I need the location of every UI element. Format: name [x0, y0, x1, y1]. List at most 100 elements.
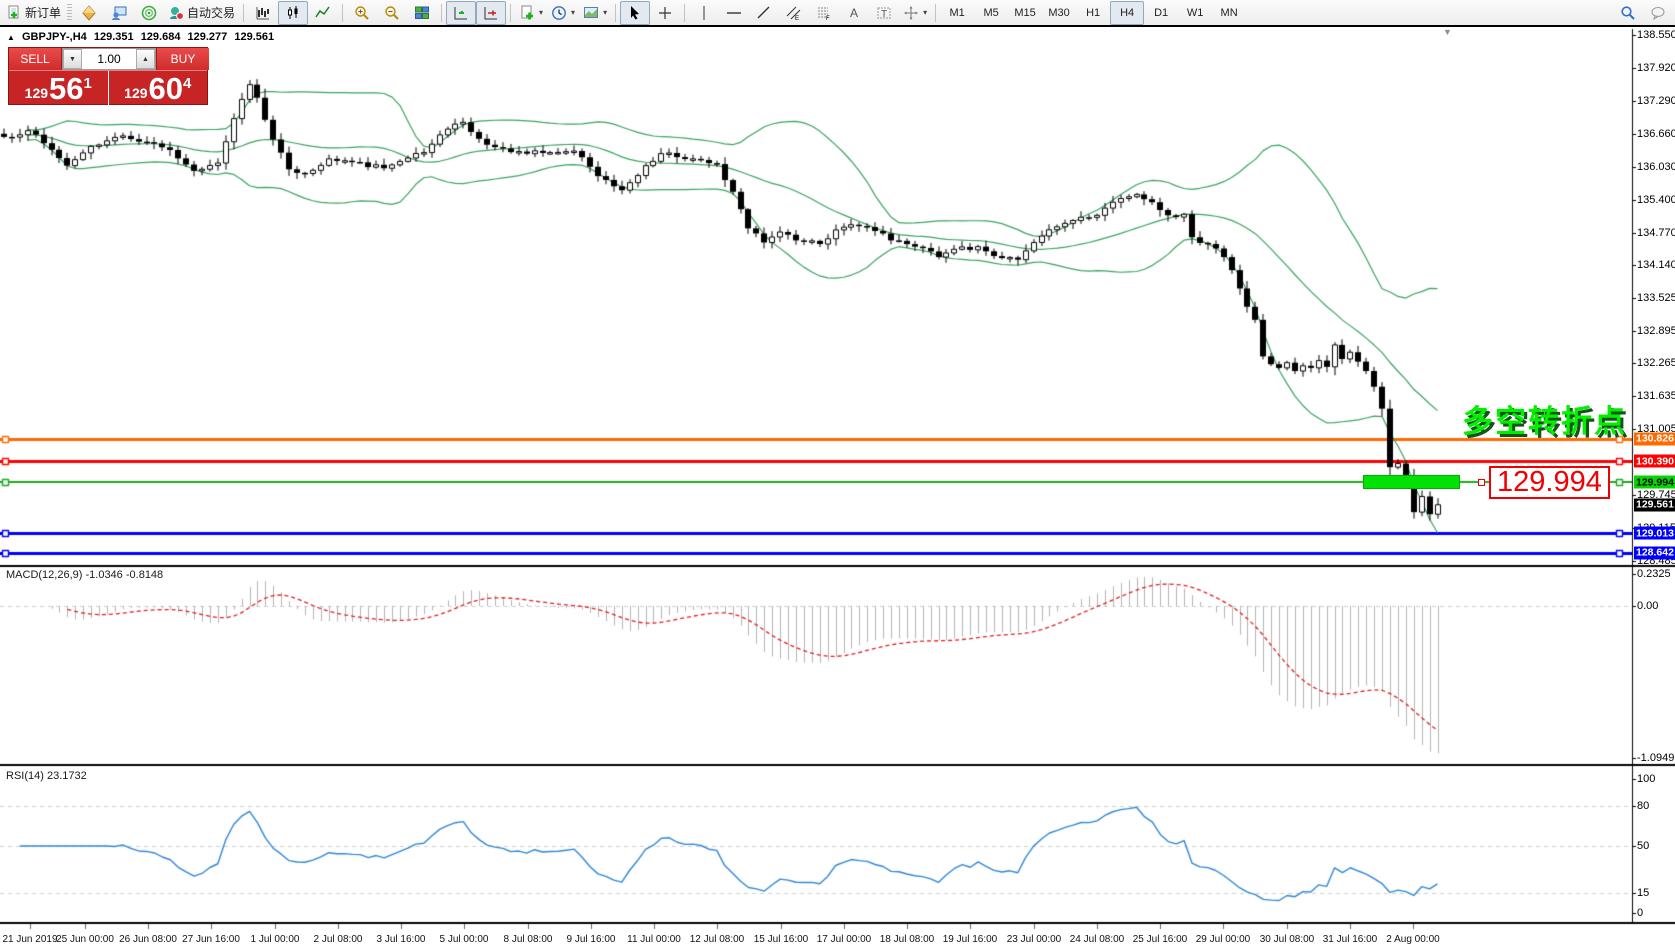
volume-increase-button[interactable]: ▲ [136, 49, 155, 69]
volume-stepper: ▼ ▲ [62, 48, 156, 70]
svg-text:A: A [850, 6, 858, 20]
chart-shift-icon [484, 6, 498, 19]
svg-text:T: T [881, 9, 887, 20]
dropdown-arrow-icon: ▾ [923, 8, 928, 17]
line-chart-button[interactable] [308, 1, 338, 25]
line-chart-icon [315, 6, 330, 17]
turning-point-annotation[interactable]: 多空转折点 [1462, 404, 1627, 439]
dropdown-arrow-icon: ▾ [571, 8, 576, 17]
sell-button[interactable]: SELL [9, 48, 62, 70]
equidistant-channel-icon: E [786, 6, 801, 21]
toolbar: 新订单 自动交易 [0, 0, 1675, 27]
bar-chart-button[interactable] [248, 1, 278, 25]
ohlc-open: 129.351 [93, 31, 134, 43]
toolbar-separator [441, 3, 443, 22]
ohlc-high: 129.684 [140, 31, 181, 43]
toolbar-separator [342, 3, 344, 22]
highlight-rectangle[interactable] [1363, 475, 1460, 490]
horizontal-line-tool-button[interactable] [719, 1, 749, 25]
toolbar-separator [684, 3, 686, 22]
svg-text:F: F [826, 16, 830, 21]
terminal-button[interactable] [104, 1, 134, 25]
new-order-button[interactable]: 新订单 [2, 1, 65, 25]
templates-button[interactable]: ▾ [579, 1, 611, 25]
timeframe-button-m1[interactable]: M1 [949, 6, 965, 19]
zoom-out-icon [385, 5, 399, 20]
collapse-icon[interactable]: ▲ [7, 33, 15, 42]
text-icon: A [850, 6, 858, 20]
timeframe-button-h4[interactable]: H4 [1110, 0, 1145, 25]
chat-button[interactable] [1643, 1, 1673, 25]
crosshair-tool-button[interactable] [650, 1, 680, 25]
tile-windows-button[interactable] [407, 1, 437, 25]
candlestick-chart-icon [288, 5, 298, 19]
chart-shift-marker-icon[interactable]: ▼ [1443, 27, 1452, 37]
buy-button[interactable]: BUY [156, 48, 209, 70]
fibonacci-icon: F [818, 7, 830, 21]
toolbar-separator [510, 3, 512, 22]
vertical-line-tool-button[interactable] [689, 1, 719, 25]
chart-shift-button[interactable] [476, 0, 507, 25]
auto-scroll-button[interactable] [446, 0, 477, 25]
arrows-icon [904, 5, 919, 20]
chart-symbol-title: GBPJPY-,H4 [21, 31, 87, 43]
vertical-line-icon [703, 5, 705, 20]
market-watch-button[interactable] [74, 1, 104, 25]
timeframe-button-m5[interactable]: M5 [983, 6, 999, 19]
buy-price-big: 60 [148, 71, 183, 106]
auto-trading-label: 自动交易 [187, 6, 236, 20]
crosshair-icon [659, 6, 672, 19]
timeframe-button-h1[interactable]: H1 [1086, 6, 1101, 19]
timeframe-button-m30[interactable]: M30 [1048, 6, 1070, 19]
volume-decrease-button[interactable]: ▼ [63, 49, 82, 69]
macd-label: MACD(12,26,9) -1.0346 -0.8148 [6, 569, 164, 581]
timeframe-button-d1[interactable]: D1 [1154, 6, 1169, 19]
timeframe-bar: M1 M5 M15 M30 H1 H4 D1 W1 MN [940, 0, 1246, 25]
bar-chart-icon [256, 6, 270, 19]
sell-price-big: 56 [49, 71, 84, 106]
toolbar-grip [67, 3, 73, 22]
candlestick-chart-button[interactable] [278, 0, 309, 25]
chat-icon [1651, 6, 1665, 20]
chart-title-row: ▲ GBPJPY-,H4 129.351 129.684 129.277 129… [7, 31, 278, 43]
arrows-tool-button[interactable]: ▾ [899, 1, 931, 25]
text-tool-button[interactable]: A [839, 1, 869, 25]
dropdown-arrow-icon: ▾ [603, 8, 608, 17]
timeframe-button-w1[interactable]: W1 [1186, 6, 1204, 19]
periods-button[interactable]: ▾ [547, 1, 579, 25]
auto-scroll-icon [454, 6, 468, 19]
fibonacci-tool-button[interactable]: F [809, 1, 839, 25]
search-button[interactable] [1613, 1, 1643, 25]
zoom-in-button[interactable] [347, 1, 377, 25]
channel-tool-button[interactable]: E [779, 1, 809, 25]
auto-trading-icon [170, 6, 184, 20]
one-click-trade-panel: SELL ▼ ▲ BUY 129 56 1 129 60 4 [8, 47, 209, 105]
text-label-icon: T [877, 7, 891, 20]
buy-price-sup: 4 [183, 75, 192, 92]
timeframe-button-mn[interactable]: MN [1220, 6, 1238, 19]
hline-handle[interactable] [1478, 478, 1485, 486]
toolbar-separator [243, 3, 245, 22]
text-label-tool-button[interactable]: T [869, 1, 899, 25]
trendline-tool-button[interactable] [749, 1, 779, 25]
trendline-icon [757, 6, 770, 18]
price-callout-label[interactable]: 129.994 [1489, 466, 1610, 500]
timeframe-button-m15[interactable]: M15 [1014, 6, 1036, 19]
sell-price-display[interactable]: 129 56 1 [9, 71, 109, 105]
indicators-icon [521, 5, 534, 19]
sell-price-small: 129 [24, 85, 49, 101]
ohlc-low: 129.277 [187, 31, 228, 43]
zoom-out-button[interactable] [377, 1, 407, 25]
auto-trading-button[interactable]: 自动交易 [164, 1, 239, 25]
cursor-tool-button[interactable] [620, 0, 651, 25]
template-icon [584, 6, 599, 18]
volume-input[interactable] [82, 49, 136, 69]
connection-icon [141, 5, 157, 20]
buy-price-display[interactable]: 129 60 4 [109, 71, 208, 105]
connection-button[interactable] [134, 1, 164, 25]
new-order-icon [8, 5, 19, 18]
toolbar-separator [935, 3, 937, 22]
indicators-button[interactable]: ▾ [515, 1, 547, 25]
